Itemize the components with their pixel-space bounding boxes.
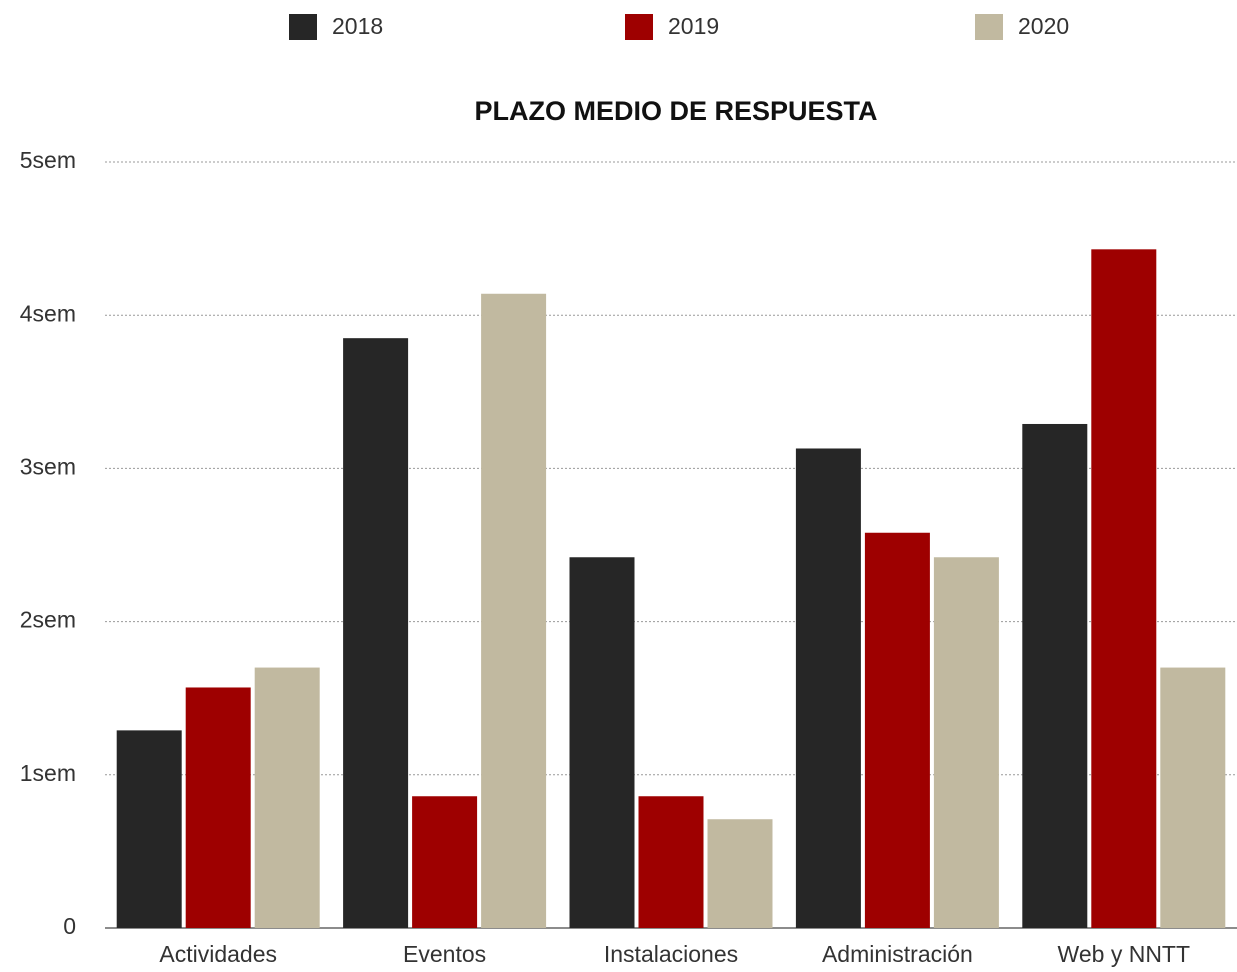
bar bbox=[1022, 423, 1088, 928]
y-tick-label: 5sem bbox=[20, 147, 76, 173]
chart-title: PLAZO MEDIO DE RESPUESTA bbox=[474, 96, 877, 126]
y-tick-label: 4sem bbox=[20, 300, 76, 326]
x-tick-label: Web y NNTT bbox=[1058, 941, 1190, 967]
y-tick-label: 3sem bbox=[20, 453, 76, 479]
bar bbox=[1091, 249, 1157, 929]
bar bbox=[638, 796, 704, 928]
legend-swatch bbox=[625, 14, 653, 40]
x-tick-label: Eventos bbox=[403, 941, 486, 967]
legend-swatch bbox=[975, 14, 1003, 40]
y-tick-label: 0 bbox=[63, 913, 76, 939]
y-tick-label: 2sem bbox=[20, 607, 76, 633]
legend-label: 2020 bbox=[1018, 13, 1069, 39]
bar bbox=[412, 796, 478, 928]
legend-swatch bbox=[289, 14, 317, 40]
y-tick-label: 1sem bbox=[20, 760, 76, 786]
bar bbox=[569, 557, 635, 928]
bar bbox=[343, 338, 409, 928]
legend-label: 2018 bbox=[332, 13, 383, 39]
bar bbox=[254, 667, 320, 928]
x-tick-label: Instalaciones bbox=[604, 941, 738, 967]
bar bbox=[185, 687, 251, 928]
bar bbox=[864, 532, 930, 928]
legend-label: 2019 bbox=[668, 13, 719, 39]
bar bbox=[795, 448, 861, 928]
bar bbox=[116, 730, 182, 928]
x-tick-label: Actividades bbox=[159, 941, 277, 967]
bar bbox=[707, 819, 773, 928]
bar bbox=[933, 557, 999, 928]
x-tick-label: Administración bbox=[822, 941, 973, 967]
bar bbox=[481, 293, 547, 928]
bar bbox=[1160, 667, 1226, 928]
